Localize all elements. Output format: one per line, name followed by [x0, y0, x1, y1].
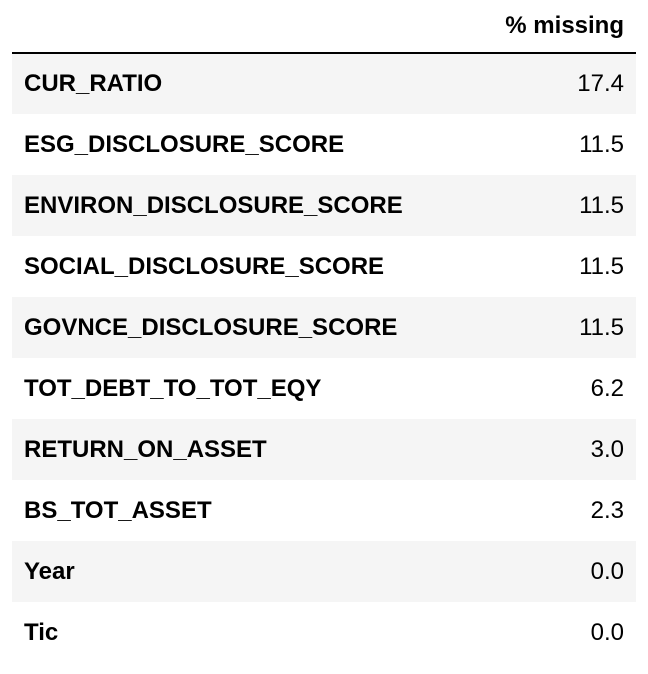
row-label: ESG_DISCLOSURE_SCORE [24, 130, 345, 158]
row-value: 11.5 [579, 191, 624, 219]
table-row: GOVNCE_DISCLOSURE_SCORE 11.5 [12, 297, 636, 358]
row-label: BS_TOT_ASSET [24, 496, 212, 524]
row-value: 17.4 [577, 70, 624, 97]
row-value: 2.3 [590, 496, 624, 524]
row-label: SOCIAL_DISCLOSURE_SCORE [24, 252, 385, 280]
column-header-missing: % missing [472, 0, 636, 54]
table-row: BS_TOT_ASSET 2.3 [12, 480, 636, 541]
table-row: Year 0.0 [12, 541, 636, 602]
row-value: 3.0 [590, 435, 624, 463]
table-row: Tic 0.0 [12, 602, 636, 663]
row-label: ENVIRON_DISCLOSURE_SCORE [24, 191, 403, 219]
row-value: 0.0 [590, 557, 624, 585]
row-value: 11.5 [579, 130, 624, 158]
row-value: 11.5 [579, 313, 624, 341]
row-value: 0.0 [590, 618, 624, 646]
row-label: Year [24, 557, 75, 585]
table-header: % missing [12, 0, 636, 54]
row-label: Tic [24, 618, 59, 646]
index-header [12, 0, 473, 54]
row-value: 6.2 [590, 374, 624, 402]
row-label: TOT_DEBT_TO_TOT_EQY [24, 374, 322, 402]
table-row: TOT_DEBT_TO_TOT_EQY 6.2 [12, 358, 636, 419]
row-label: RETURN_ON_ASSET [24, 435, 267, 463]
row-label: CUR_RATIO [24, 70, 163, 97]
table-row: SOCIAL_DISCLOSURE_SCORE 11.5 [12, 236, 636, 297]
table-row: RETURN_ON_ASSET 3.0 [12, 419, 636, 480]
missing-values-table: % missing CUR_RATIO 17.4 ESG_DISCLOSURE_… [12, 0, 636, 663]
table-body: CUR_RATIO 17.4 ESG_DISCLOSURE_SCORE 11.5… [12, 53, 636, 663]
table-row: ENVIRON_DISCLOSURE_SCORE 11.5 [12, 175, 636, 236]
table-row: ESG_DISCLOSURE_SCORE 11.5 [12, 114, 636, 175]
row-value: 11.5 [579, 252, 624, 280]
header-row: % missing [12, 0, 636, 54]
table-row: CUR_RATIO 17.4 [12, 53, 636, 114]
row-label: GOVNCE_DISCLOSURE_SCORE [24, 313, 398, 341]
